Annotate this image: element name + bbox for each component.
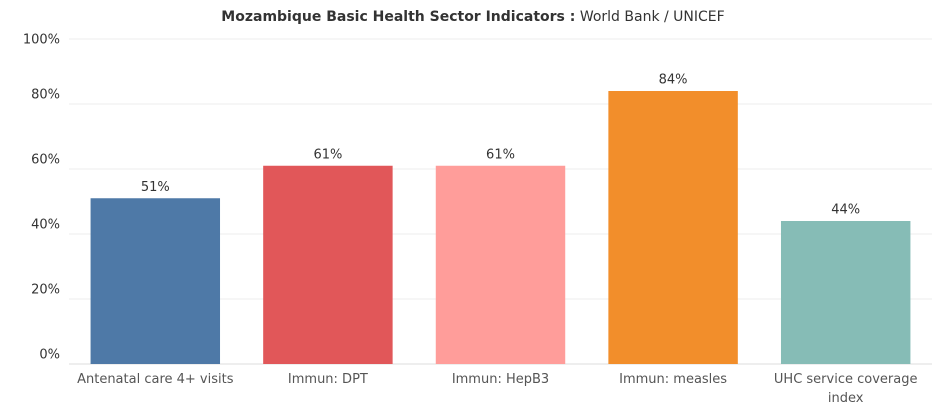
y-tick-label: 100% [23,33,60,48]
title-source: World Bank / UNICEF [580,9,725,25]
y-tick-label: 60% [31,153,60,168]
x-tick-label: Antenatal care 4+ visits [77,372,234,387]
value-label: 61% [486,147,515,162]
bar [608,91,738,364]
y-tick-label: 0% [39,348,60,363]
x-tick-label: UHC service coverage index [773,372,918,406]
title-main: Mozambique Basic Health Sector Indicator… [221,9,575,25]
x-tick-label: Immun: measles [619,372,728,387]
bar [263,165,393,364]
y-tick-label: 40% [31,218,60,233]
value-label: 44% [831,203,860,218]
bar [780,221,911,364]
x-tick-label: Immun: HepB3 [451,372,550,387]
bar [90,198,221,364]
value-label: 61% [313,147,342,162]
y-tick-label: 20% [31,283,60,298]
value-label: 84% [659,73,688,88]
y-tick-label: 80% [31,88,60,103]
value-label: 51% [141,180,170,195]
chart-title: Mozambique Basic Health Sector Indicator… [221,9,724,25]
x-tick-label: Immun: DPT [287,372,368,387]
bar [435,165,566,364]
